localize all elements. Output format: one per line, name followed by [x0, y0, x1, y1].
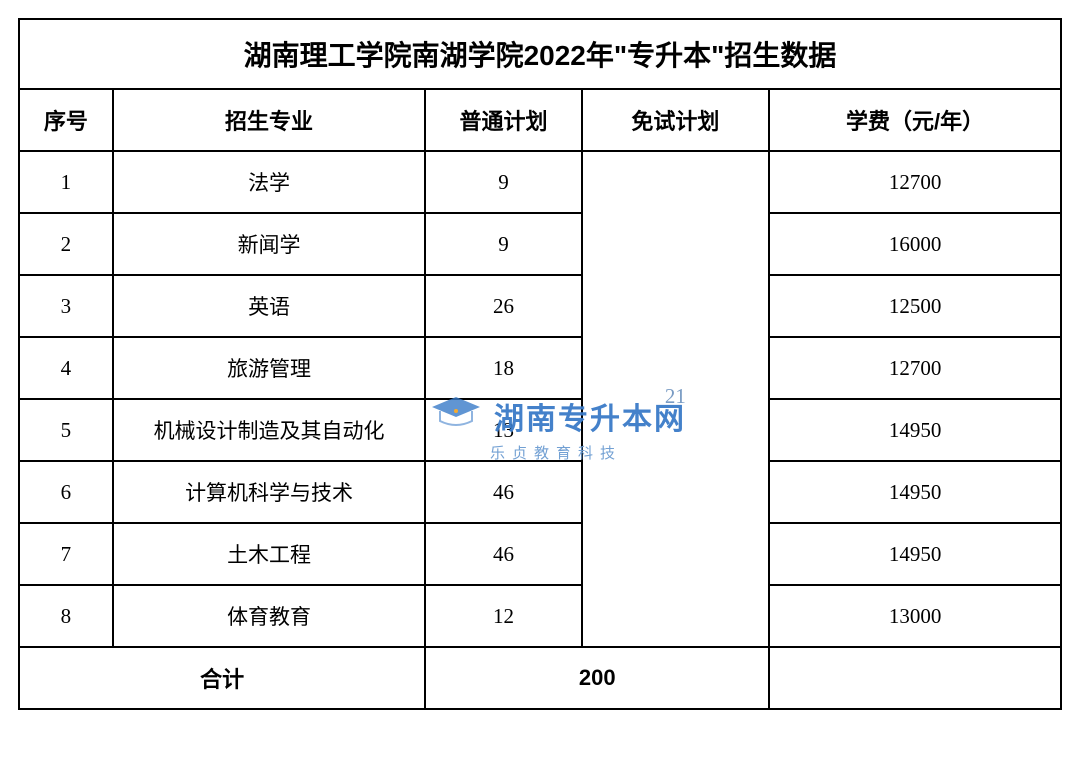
cell-major: 法学 [113, 151, 426, 213]
total-label: 合计 [19, 647, 425, 709]
total-value: 200 [425, 647, 769, 709]
cell-seq: 5 [19, 399, 113, 461]
table-row: 1 法学 9 21 12700 [19, 151, 1061, 213]
cell-major: 计算机科学与技术 [113, 461, 426, 523]
cell-tuition: 13000 [769, 585, 1061, 647]
header-seq: 序号 [19, 89, 113, 151]
cell-seq: 3 [19, 275, 113, 337]
cell-regular-plan: 13 [425, 399, 581, 461]
cell-seq: 1 [19, 151, 113, 213]
cell-major: 机械设计制造及其自动化 [113, 399, 426, 461]
cell-regular-plan: 46 [425, 523, 581, 585]
cell-tuition: 12500 [769, 275, 1061, 337]
enrollment-table-container: 湖南理工学院南湖学院2022年"专升本"招生数据 序号 招生专业 普通计划 免试… [18, 18, 1062, 710]
cell-tuition: 14950 [769, 399, 1061, 461]
table-row: 2 新闻学 9 16000 [19, 213, 1061, 275]
cell-seq: 4 [19, 337, 113, 399]
header-exempt-plan: 免试计划 [582, 89, 770, 151]
cell-regular-plan: 18 [425, 337, 581, 399]
cell-seq: 7 [19, 523, 113, 585]
cell-exempt-merged: 21 [582, 151, 770, 647]
cell-major: 土木工程 [113, 523, 426, 585]
cell-regular-plan: 9 [425, 151, 581, 213]
cell-seq: 8 [19, 585, 113, 647]
table-row: 5 机械设计制造及其自动化 13 14950 [19, 399, 1061, 461]
cell-regular-plan: 9 [425, 213, 581, 275]
table-row: 6 计算机科学与技术 46 14950 [19, 461, 1061, 523]
cell-tuition: 16000 [769, 213, 1061, 275]
cell-major: 新闻学 [113, 213, 426, 275]
table-row: 8 体育教育 12 13000 [19, 585, 1061, 647]
table-row: 3 英语 26 12500 [19, 275, 1061, 337]
total-empty [769, 647, 1061, 709]
table-total-row: 合计 200 [19, 647, 1061, 709]
cell-regular-plan: 46 [425, 461, 581, 523]
table-header-row: 序号 招生专业 普通计划 免试计划 学费（元/年） [19, 89, 1061, 151]
header-major: 招生专业 [113, 89, 426, 151]
cell-tuition: 12700 [769, 337, 1061, 399]
cell-major: 体育教育 [113, 585, 426, 647]
table-title-row: 湖南理工学院南湖学院2022年"专升本"招生数据 [19, 19, 1061, 89]
cell-seq: 6 [19, 461, 113, 523]
header-tuition: 学费（元/年） [769, 89, 1061, 151]
cell-tuition: 12700 [769, 151, 1061, 213]
cell-major: 旅游管理 [113, 337, 426, 399]
table-row: 7 土木工程 46 14950 [19, 523, 1061, 585]
table-title: 湖南理工学院南湖学院2022年"专升本"招生数据 [19, 19, 1061, 89]
cell-major: 英语 [113, 275, 426, 337]
cell-tuition: 14950 [769, 461, 1061, 523]
enrollment-table: 湖南理工学院南湖学院2022年"专升本"招生数据 序号 招生专业 普通计划 免试… [18, 18, 1062, 710]
header-regular-plan: 普通计划 [425, 89, 581, 151]
table-row: 4 旅游管理 18 12700 [19, 337, 1061, 399]
cell-regular-plan: 12 [425, 585, 581, 647]
cell-tuition: 14950 [769, 523, 1061, 585]
exempt-value: 21 [665, 384, 686, 409]
cell-seq: 2 [19, 213, 113, 275]
cell-regular-plan: 26 [425, 275, 581, 337]
